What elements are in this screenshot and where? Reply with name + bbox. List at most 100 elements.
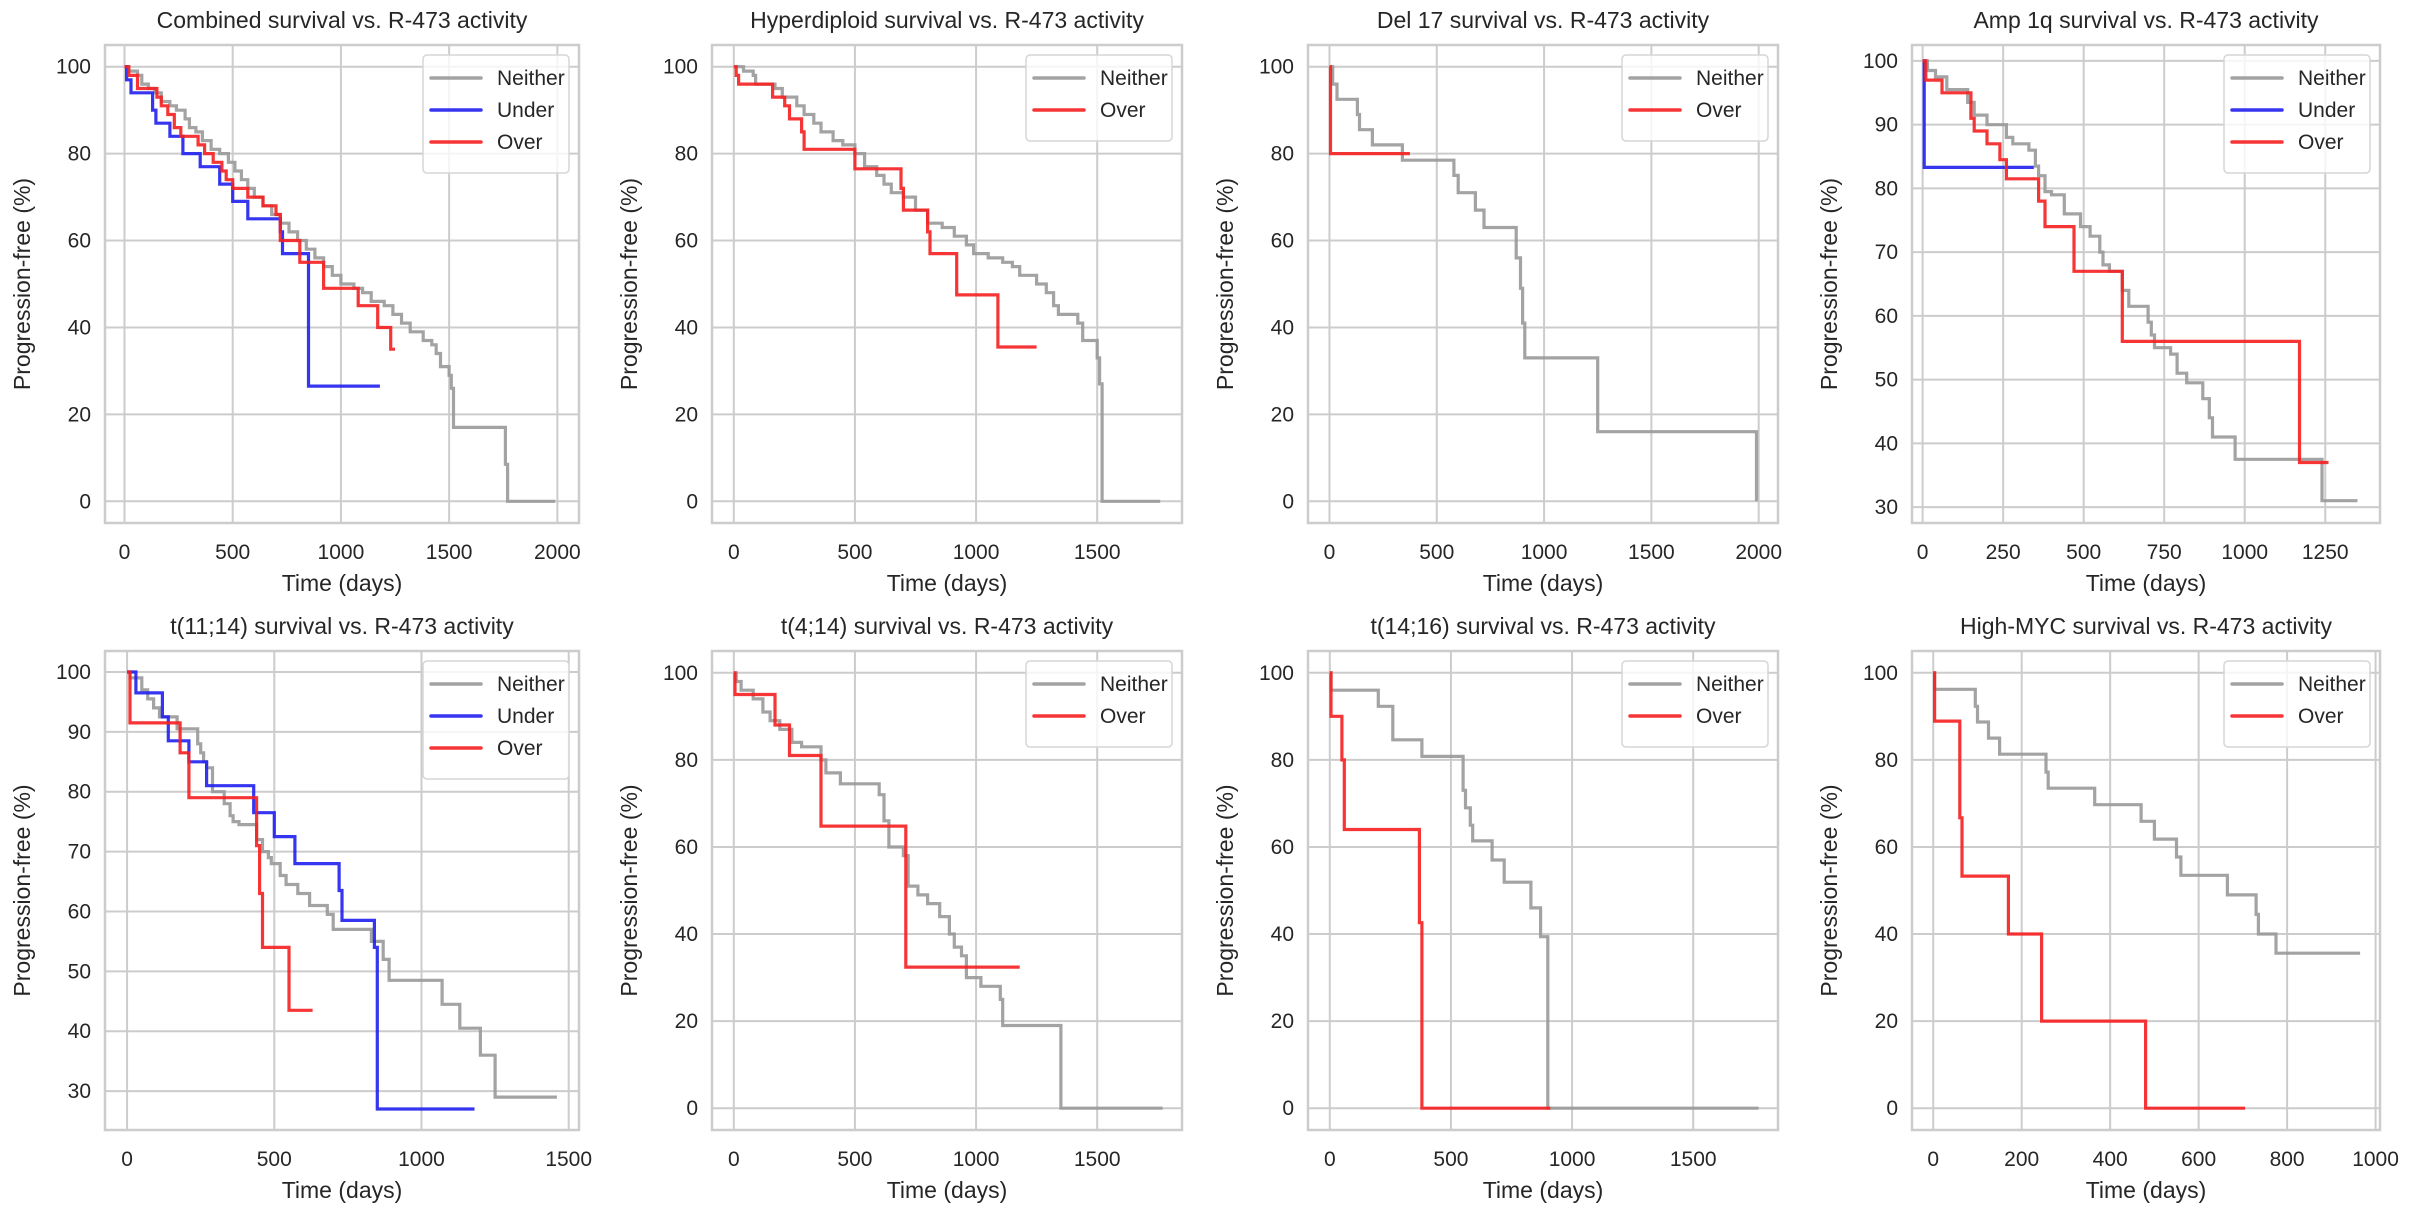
y-tick-label: 90 [68,721,91,744]
series-over [1922,59,2329,465]
axes-frame [1910,43,2382,525]
chart-title: t(11;14) survival vs. R-473 activity [170,613,514,639]
y-tick-label: 100 [663,662,698,685]
x-axis-label: Time (days) [1483,570,1604,596]
axes-frame [1306,649,1780,1132]
y-tick-label: 40 [675,316,698,339]
y-tick-label: 0 [79,490,91,513]
chart-title: Hyperdiploid survival vs. R-473 activity [750,7,1144,33]
legend-label-under: Under [497,99,554,122]
y-axis-label: Progression-free (%) [9,784,35,996]
y-tick-label: 80 [675,143,698,166]
series-over [733,65,1037,349]
y-tick-label: 100 [663,56,698,79]
y-tick-label: 60 [1271,836,1294,859]
series-group [1922,59,2358,503]
x-tick-label: 2000 [1735,541,1782,564]
legend-label-neither: Neither [1696,67,1764,90]
x-tick-label: 0 [121,1148,133,1171]
y-tick-label: 100 [1863,662,1898,685]
x-tick-label: 500 [215,541,250,564]
y-tick-label: 80 [1271,749,1294,772]
x-tick-label: 250 [1986,541,2021,564]
y-tick-label: 60 [675,230,698,253]
y-tick-label: 100 [1863,50,1898,73]
y-tick-label: 60 [68,900,91,923]
legend: Neither Over [1621,54,1769,142]
axes-frame [1910,649,2382,1132]
x-tick-label: 0 [1927,1148,1939,1171]
x-tick-label: 0 [1324,1148,1336,1171]
legend-entry-neither: Neither [1032,673,1168,696]
y-tick-label: 100 [56,56,91,79]
legend-label-under: Under [497,705,554,728]
series-over [124,65,395,351]
x-axis-label: Time (days) [282,1177,403,1203]
x-tick-label: 500 [257,1148,292,1171]
legend-label-over: Over [1696,99,1742,122]
legend-label-over: Over [1100,99,1146,122]
y-tick-label: 20 [675,403,698,426]
series-over [1328,65,1410,156]
y-tick-label: 100 [1259,56,1294,79]
y-tick-label: 40 [1875,923,1898,946]
y-tick-label: 0 [1886,1097,1898,1120]
x-tick-label: 750 [2147,541,2182,564]
x-axis-label: Time (days) [2086,570,2207,596]
y-tick-label: 80 [1875,177,1898,200]
y-tick-label: 20 [1875,1010,1898,1033]
series-group [733,65,1161,503]
legend-label-over: Over [1100,705,1146,728]
panel-t-4-14: t(4;14) survival vs. R-473 activity 0 500 1… [616,613,1184,1203]
chart-title: t(4;14) survival vs. R-473 activity [781,613,1114,639]
x-tick-label: 1500 [545,1148,592,1171]
legend-entry-over: Over [1032,705,1146,728]
x-axis-label: Time (days) [887,1177,1008,1203]
x-tick-label: 1000 [398,1148,445,1171]
series-over [127,670,313,1012]
y-tick-label: 90 [1875,114,1898,137]
series-under [127,670,475,1111]
legend-entry-neither: Neither [429,67,565,90]
x-tick-label: 200 [2004,1148,2039,1171]
y-tick-label: 30 [68,1080,91,1103]
series-group [124,65,556,503]
x-tick-label: 1000 [1549,1148,1596,1171]
panel-del-17: Del 17 survival vs. R-473 activity 0 500 10… [1212,7,1782,596]
y-axis-label: Progression-free (%) [1212,178,1238,390]
y-axis-label: Progression-free (%) [1816,178,1842,390]
y-axis-label: Progression-free (%) [616,784,642,996]
x-tick-label: 1000 [953,541,1000,564]
y-tick-label: 100 [1259,662,1294,685]
x-tick-label: 500 [837,1148,872,1171]
axes-frame [103,43,581,525]
legend: Neither Under Over [422,54,570,174]
legend-entry-under: Under [429,705,554,728]
y-tick-label: 20 [68,403,91,426]
series-group [1328,65,1759,502]
y-tick-label: 40 [1271,923,1294,946]
y-tick-label: 80 [68,143,91,166]
x-axis-label: Time (days) [1483,1177,1604,1203]
legend-entry-over: Over [2230,705,2344,728]
x-tick-label: 500 [1419,541,1454,564]
y-tick-label: 70 [68,841,91,864]
legend-entry-neither: Neither [1628,673,1764,696]
legend-label-neither: Neither [497,67,565,90]
x-tick-label: 1500 [1074,541,1121,564]
y-tick-label: 60 [1271,230,1294,253]
y-tick-label: 50 [1875,369,1898,392]
y-tick-label: 50 [68,960,91,983]
legend-entry-neither: Neither [1032,67,1168,90]
series-neither [1329,65,1759,502]
x-tick-label: 1000 [318,541,365,564]
legend-entry-neither: Neither [2230,67,2366,90]
x-tick-label: 0 [728,541,740,564]
legend-label-over: Over [497,131,543,154]
legend: Neither Under Over [2223,54,2371,174]
legend-entry-under: Under [429,99,554,122]
legend-entry-over: Over [1628,99,1742,122]
x-tick-label: 500 [837,541,872,564]
